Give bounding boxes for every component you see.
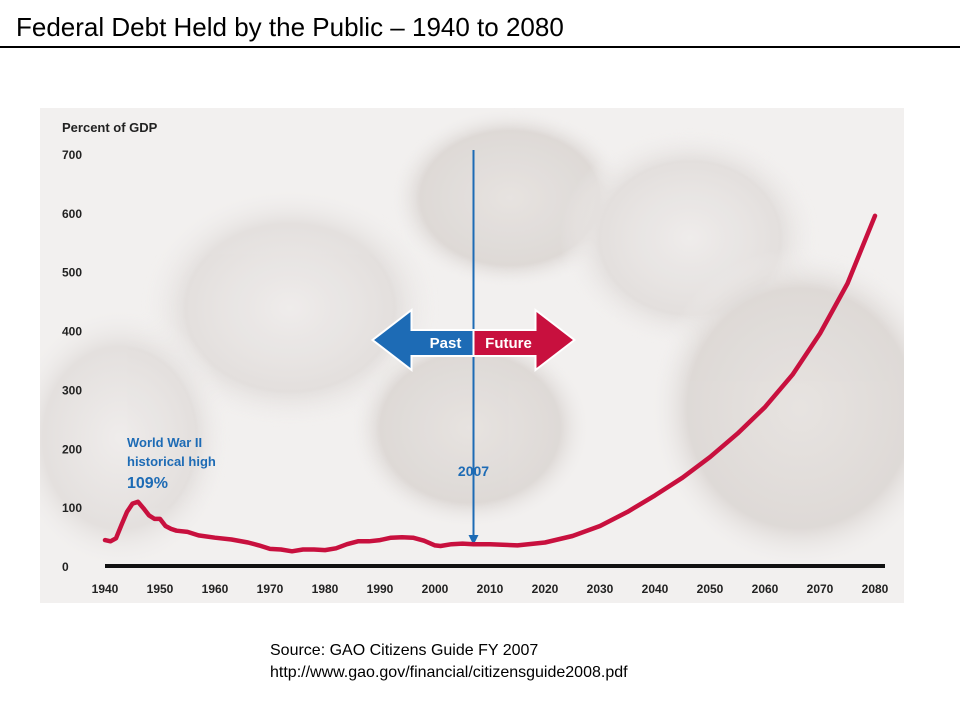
x-tick-label: 1940 — [92, 582, 119, 596]
x-tick-label: 2070 — [807, 582, 834, 596]
debt-chart: Percent of GDP 0 100 200 300 400 500 600 700 1940… — [40, 108, 904, 603]
y-tick-label: 300 — [62, 383, 82, 397]
divider-arrowhead — [468, 535, 479, 545]
title-divider — [0, 46, 960, 48]
y-tick-label: 400 — [62, 325, 82, 339]
x-tick-label: 2000 — [422, 582, 449, 596]
x-tick-label: 1990 — [367, 582, 394, 596]
past-label: Past — [430, 335, 462, 352]
x-tick-label: 1980 — [312, 582, 339, 596]
x-tick-label: 1950 — [147, 582, 174, 596]
background-coins — [40, 108, 904, 568]
divider-label: 2007 — [458, 463, 489, 479]
past-arrow — [370, 307, 475, 373]
source-url[interactable]: http://www.gao.gov/financial/citizensgui… — [270, 664, 628, 681]
chart-svg: Percent of GDP 0 100 200 300 400 500 600 700 1940… — [40, 108, 904, 603]
x-tick-label: 2080 — [862, 582, 889, 596]
y-tick-label: 0 — [62, 560, 69, 574]
y-tick-label: 200 — [62, 442, 82, 456]
x-tick-label: 2020 — [532, 582, 559, 596]
y-tick-label: 600 — [62, 207, 82, 221]
wwii-annotation-line2: historical high — [127, 454, 216, 469]
source-line: Source: GAO Citizens Guide FY 2007 — [270, 642, 539, 659]
wwii-annotation-line1: World War II — [127, 435, 202, 450]
slide-title: Federal Debt Held by the Public – 1940 t… — [16, 12, 564, 42]
source-citation: Source: GAO Citizens Guide FY 2007 http:… — [270, 640, 628, 684]
future-label: Future — [485, 335, 532, 352]
wwii-annotation-value: 109% — [127, 475, 168, 492]
y-tick-label: 700 — [62, 148, 82, 162]
x-tick-label: 1970 — [257, 582, 284, 596]
x-tick-label: 2050 — [697, 582, 724, 596]
x-tick-label: 2010 — [477, 582, 504, 596]
series-line-debt — [102, 213, 878, 554]
y-axis-label: Percent of GDP — [62, 120, 158, 135]
x-tick-label: 1960 — [202, 582, 229, 596]
future-arrow — [472, 307, 577, 373]
x-tick-label: 2040 — [642, 582, 669, 596]
y-tick-label: 500 — [62, 266, 82, 280]
x-tick-label: 2060 — [752, 582, 779, 596]
y-tick-label: 100 — [62, 501, 82, 515]
x-tick-label: 2030 — [587, 582, 614, 596]
